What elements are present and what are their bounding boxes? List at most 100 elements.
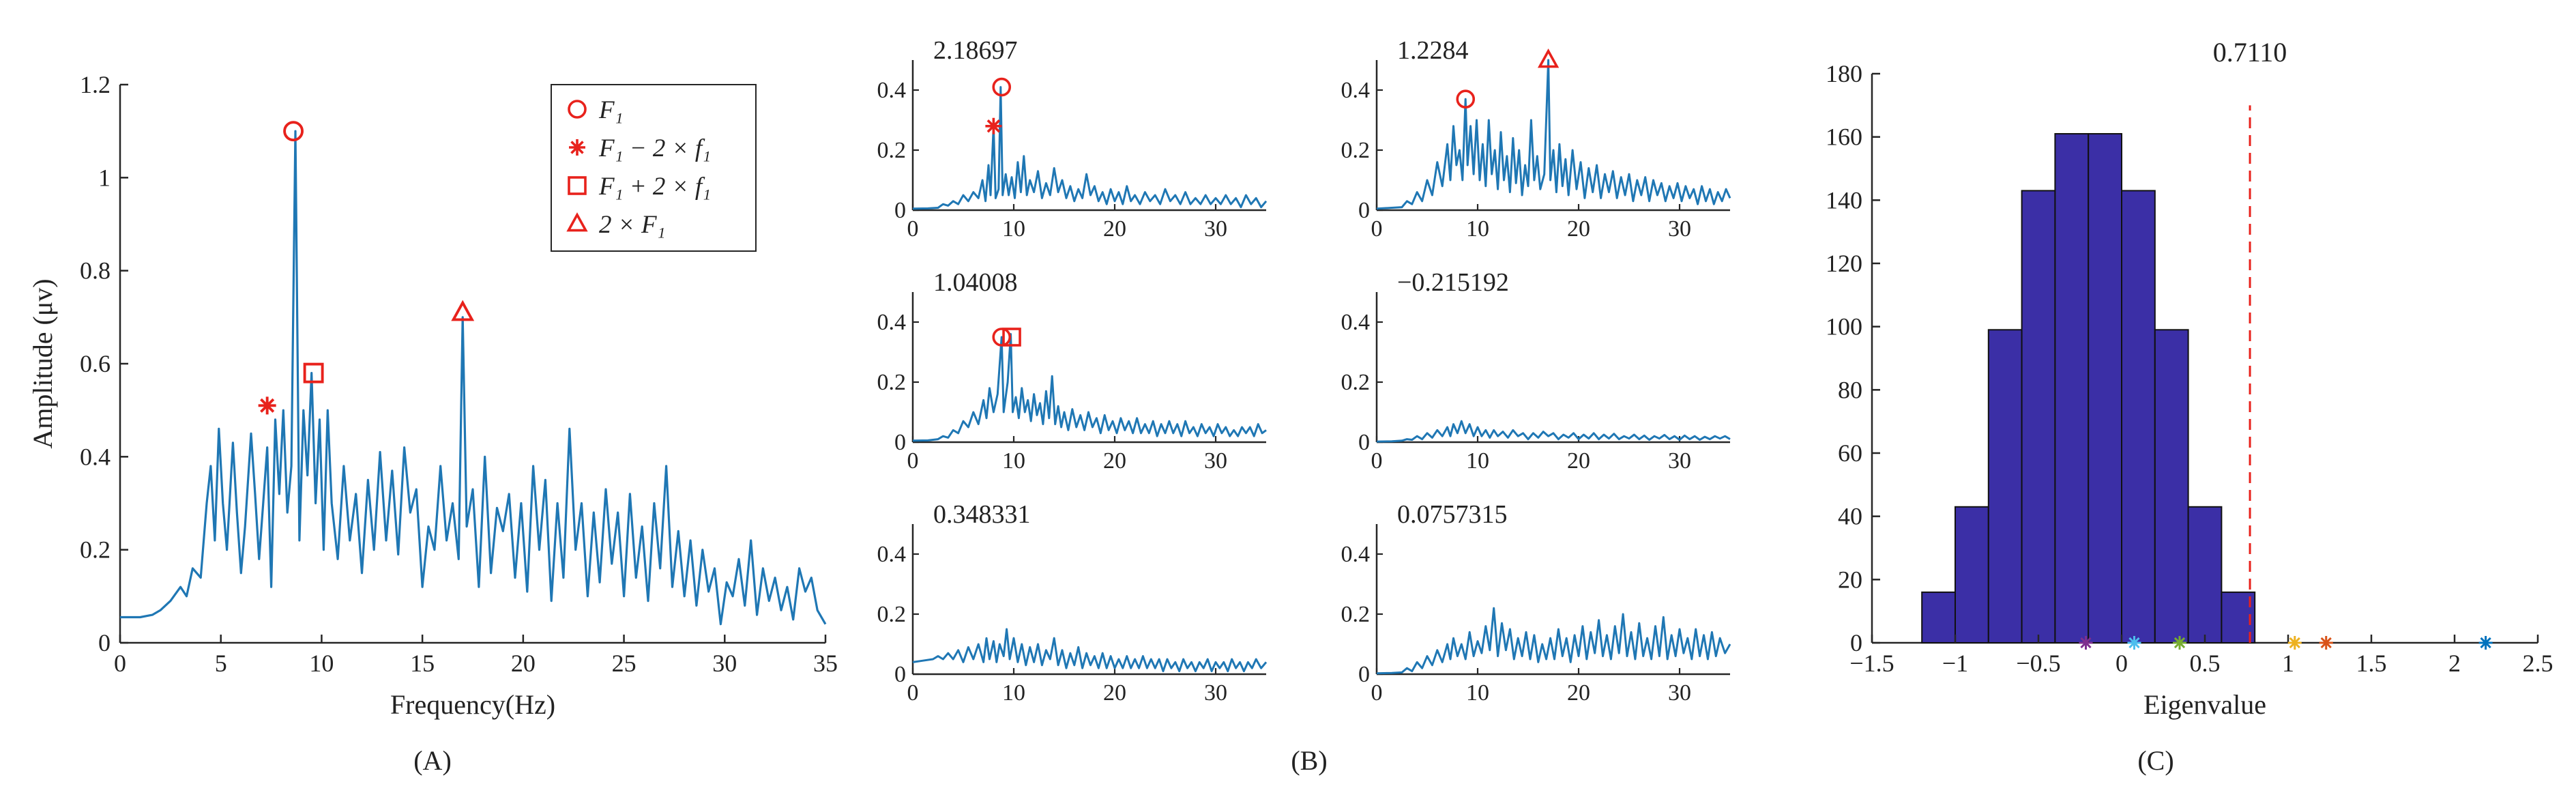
panel-label-c: (C) [2137, 745, 2174, 776]
b-eigenvalue-annotation: 0.0757315 [1397, 500, 1508, 529]
c-x-tick-label: 1.5 [2356, 650, 2387, 677]
b-y-tick-label: 0.4 [877, 310, 907, 335]
a-y-axis-label: Amplitude (μv) [27, 278, 58, 448]
a-spectrum-line [120, 130, 827, 626]
b-x-tick-label: 10 [1002, 216, 1025, 242]
b-x-tick-label: 20 [1103, 216, 1126, 242]
c-eigenvalue-marker [2478, 636, 2493, 650]
a-y-tick-label: 0.8 [80, 257, 111, 285]
b-x-tick-label: 20 [1567, 216, 1590, 242]
b-marker-star [985, 117, 1002, 134]
c-y-tick-label: 40 [1838, 503, 1862, 530]
b-spectrum-line [912, 628, 1268, 673]
b-x-tick-label: 0 [907, 216, 919, 242]
b-y-tick-label: 0.2 [1341, 138, 1371, 163]
c-x-tick-label: 1 [2282, 650, 2294, 677]
b-subplot-2: 0 10 20 30 0 0.2 0.4 1.2284 [1341, 36, 1731, 242]
b-subplot-5: 0 10 20 30 0 0.2 0.4 0.348331 [877, 500, 1268, 706]
a-legend-label: F₁ + 2 × f₁ [598, 173, 711, 201]
b-x-tick-label: 10 [1466, 216, 1489, 242]
b-y-tick-label: 0.4 [1341, 78, 1371, 103]
c-y-tick-label: 0 [1850, 629, 1862, 656]
a-marker-square [303, 362, 324, 383]
a-y-tick-label: 0.6 [80, 350, 111, 377]
b-marker-square [1002, 328, 1021, 347]
a-marker-circle [283, 121, 304, 142]
b-x-tick-label: 30 [1668, 680, 1691, 706]
b-marker-circle [992, 77, 1012, 97]
b-x-tick-label: 20 [1567, 448, 1590, 474]
b-x-tick-label: 30 [1204, 448, 1227, 474]
c-y-tick-label: 180 [1826, 60, 1862, 87]
c-histogram-bar [2187, 506, 2223, 643]
c-histogram-bar [2021, 190, 2056, 643]
c-y-tick-label: 100 [1826, 313, 1862, 340]
b-eigenvalue-annotation: 2.18697 [933, 36, 1018, 65]
panel-label-a: (A) [413, 745, 452, 776]
b-x-tick-label: 30 [1668, 216, 1691, 242]
b-x-tick-label: 0 [1371, 448, 1383, 474]
b-spectrum-line [1376, 420, 1731, 443]
b-eigenvalue-annotation: 1.04008 [933, 268, 1018, 297]
c-histogram-bar [1921, 591, 1956, 643]
c-x-tick-label: −1.5 [1849, 650, 1894, 677]
b-spectrum-line [912, 333, 1267, 442]
a-marker-star [258, 396, 276, 415]
panel-a-amplitude-spectrum: 0 5 10 15 20 25 30 35 0 0.2 0.4 0.6 0.8 1 1.2 Frequency… [27, 71, 838, 720]
b-spectrum-line [912, 86, 1268, 210]
c-y-tick-label: 140 [1826, 186, 1862, 214]
c-histogram-bar [2054, 133, 2090, 644]
c-eigenvalue-marker [2172, 636, 2186, 650]
a-x-tick-label: 25 [612, 650, 636, 677]
a-legend-label: F₁ [598, 96, 623, 124]
b-marker-circle [1456, 89, 1476, 108]
b-y-tick-label: 0 [1358, 662, 1370, 687]
c-y-tick-label: 120 [1826, 250, 1862, 277]
b-subplot-1: 0 10 20 30 0 0.2 0.4 2.18697 [877, 36, 1268, 242]
b-spectrum-line [1376, 607, 1731, 675]
b-x-tick-label: 30 [1204, 680, 1227, 706]
c-eigenvalue-marker [2287, 636, 2302, 650]
c-threshold-label: 0.7110 [2213, 37, 2287, 68]
c-histogram-bar [2154, 329, 2189, 643]
b-y-tick-label: 0 [894, 198, 906, 223]
b-x-tick-label: 30 [1204, 216, 1227, 242]
a-x-tick-label: 15 [410, 650, 435, 677]
c-eigenvalue-marker [2079, 636, 2093, 650]
b-y-tick-label: 0.4 [877, 542, 907, 567]
panel-b-eigen-spectra-grid: 0 10 20 30 0 0.2 0.4 2.18697 0 10 20 30 0 0.2 0.4 1.228… [877, 36, 1731, 706]
b-subplot-4: 0 10 20 30 0 0.2 0.4 −0.215192 [1341, 268, 1731, 474]
a-legend-label: F₁ − 2 × f₁ [598, 134, 711, 162]
b-subplot-6: 0 10 20 30 0 0.2 0.4 0.0757315 [1341, 500, 1731, 706]
c-y-tick-label: 160 [1826, 124, 1862, 151]
c-eigenvalue-marker [2319, 636, 2333, 650]
c-y-tick-label: 20 [1838, 566, 1862, 593]
c-x-tick-label: 0.5 [2190, 650, 2221, 677]
b-y-tick-label: 0.2 [877, 602, 907, 627]
a-y-tick-label: 1.2 [80, 71, 111, 98]
a-legend-symbol-circle [568, 100, 587, 119]
panel-label-b: (B) [1291, 745, 1327, 776]
c-histogram-bar [1987, 329, 2023, 643]
b-x-tick-label: 20 [1567, 680, 1590, 706]
a-x-axis-label: Frequency(Hz) [390, 689, 555, 720]
b-marker-triangle [1537, 48, 1560, 68]
c-x-tick-label: 2.5 [2523, 650, 2553, 677]
a-marker-triangle [451, 300, 475, 321]
a-y-tick-label: 1 [98, 164, 111, 191]
b-y-tick-label: 0.2 [877, 370, 907, 395]
b-y-tick-label: 0.2 [1341, 602, 1371, 627]
b-y-tick-label: 0 [894, 430, 906, 455]
b-x-tick-label: 30 [1668, 448, 1691, 474]
b-eigenvalue-annotation: 1.2284 [1397, 36, 1469, 65]
a-x-tick-label: 10 [309, 650, 334, 677]
a-legend-box [551, 84, 757, 252]
a-y-tick-label: 0 [98, 629, 111, 656]
a-x-tick-label: 20 [511, 650, 536, 677]
c-y-tick-label: 60 [1838, 439, 1862, 467]
a-x-tick-label: 0 [114, 650, 126, 677]
b-x-tick-label: 10 [1466, 680, 1489, 706]
b-spectrum-line [1376, 59, 1731, 210]
panel-c-eigenvalue-histogram: −1.5 −1 −0.5 0 0.5 1 1.5 2 2.5 0 20 40 60 80 100 120 140… [1826, 37, 2553, 720]
